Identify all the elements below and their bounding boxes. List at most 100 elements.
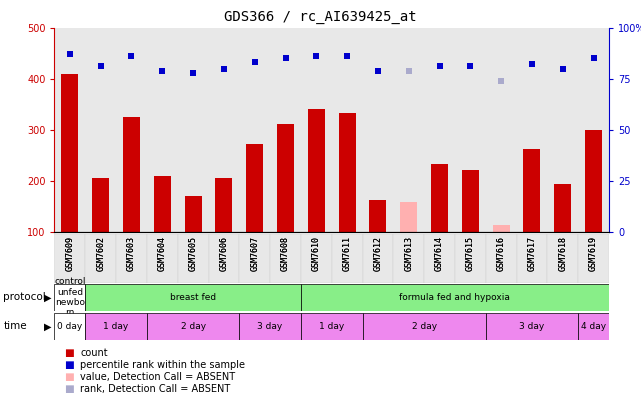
Text: GSM7613: GSM7613 bbox=[404, 236, 413, 271]
FancyBboxPatch shape bbox=[455, 234, 486, 283]
FancyBboxPatch shape bbox=[85, 234, 116, 283]
FancyBboxPatch shape bbox=[394, 234, 424, 283]
Bar bbox=[185, 196, 201, 232]
Text: GSM7604: GSM7604 bbox=[158, 236, 167, 271]
Text: GSM7617: GSM7617 bbox=[528, 236, 537, 271]
Bar bbox=[338, 113, 356, 232]
FancyBboxPatch shape bbox=[547, 28, 578, 232]
Bar bbox=[185, 196, 201, 232]
Text: GSM7603: GSM7603 bbox=[127, 236, 136, 271]
FancyBboxPatch shape bbox=[239, 234, 270, 283]
Text: control
unfed
newbo
rn: control unfed newbo rn bbox=[54, 277, 86, 318]
FancyBboxPatch shape bbox=[301, 28, 332, 232]
Text: 1 day: 1 day bbox=[103, 322, 129, 331]
FancyBboxPatch shape bbox=[424, 28, 455, 232]
Text: GSM7607: GSM7607 bbox=[250, 236, 259, 271]
FancyBboxPatch shape bbox=[270, 28, 301, 232]
Bar bbox=[62, 74, 78, 232]
Text: GSM7616: GSM7616 bbox=[497, 236, 506, 271]
Bar bbox=[215, 178, 233, 232]
Text: GSM7619: GSM7619 bbox=[589, 236, 598, 271]
Text: GSM7609: GSM7609 bbox=[65, 236, 74, 271]
Bar bbox=[493, 225, 510, 232]
Text: 3 day: 3 day bbox=[258, 322, 283, 331]
Bar bbox=[308, 109, 325, 232]
Bar bbox=[431, 164, 448, 232]
Bar bbox=[554, 184, 571, 232]
Bar bbox=[524, 149, 540, 232]
FancyBboxPatch shape bbox=[116, 234, 147, 283]
Text: 4 day: 4 day bbox=[581, 322, 606, 331]
FancyBboxPatch shape bbox=[178, 234, 208, 283]
Bar bbox=[338, 113, 356, 232]
Text: GSM7602: GSM7602 bbox=[96, 236, 105, 271]
Text: GSM7618: GSM7618 bbox=[558, 236, 567, 271]
Text: 2 day: 2 day bbox=[181, 322, 206, 331]
FancyBboxPatch shape bbox=[578, 28, 609, 232]
FancyBboxPatch shape bbox=[363, 28, 394, 232]
Text: ■: ■ bbox=[64, 348, 74, 358]
Text: GSM7613: GSM7613 bbox=[404, 236, 413, 271]
FancyBboxPatch shape bbox=[578, 234, 609, 283]
FancyBboxPatch shape bbox=[486, 234, 517, 283]
Text: GSM7609: GSM7609 bbox=[65, 236, 74, 271]
Text: rank, Detection Call = ABSENT: rank, Detection Call = ABSENT bbox=[80, 384, 230, 394]
Text: GSM7614: GSM7614 bbox=[435, 236, 444, 271]
Text: ▶: ▶ bbox=[44, 292, 51, 303]
FancyBboxPatch shape bbox=[270, 234, 301, 283]
Bar bbox=[92, 178, 109, 232]
Text: time: time bbox=[3, 321, 27, 331]
Text: GSM7608: GSM7608 bbox=[281, 236, 290, 271]
Text: GSM7616: GSM7616 bbox=[497, 236, 506, 271]
Text: percentile rank within the sample: percentile rank within the sample bbox=[80, 360, 245, 370]
Text: GSM7611: GSM7611 bbox=[343, 236, 352, 271]
Text: formula fed and hypoxia: formula fed and hypoxia bbox=[399, 293, 510, 302]
Text: ▶: ▶ bbox=[44, 321, 51, 331]
Bar bbox=[462, 170, 479, 232]
Text: GSM7614: GSM7614 bbox=[435, 236, 444, 271]
Text: GSM7617: GSM7617 bbox=[528, 236, 537, 271]
Bar bbox=[369, 200, 387, 232]
Text: breast fed: breast fed bbox=[170, 293, 216, 302]
FancyBboxPatch shape bbox=[85, 28, 116, 232]
FancyBboxPatch shape bbox=[517, 28, 547, 232]
Text: GSM7619: GSM7619 bbox=[589, 236, 598, 271]
Text: GSM7611: GSM7611 bbox=[343, 236, 352, 271]
FancyBboxPatch shape bbox=[363, 313, 486, 340]
FancyBboxPatch shape bbox=[54, 234, 85, 283]
FancyBboxPatch shape bbox=[85, 313, 147, 340]
FancyBboxPatch shape bbox=[54, 284, 85, 311]
Text: GSM7618: GSM7618 bbox=[558, 236, 567, 271]
FancyBboxPatch shape bbox=[54, 28, 85, 232]
FancyBboxPatch shape bbox=[208, 28, 239, 232]
Bar bbox=[215, 178, 233, 232]
Bar bbox=[524, 149, 540, 232]
FancyBboxPatch shape bbox=[547, 234, 578, 283]
Bar bbox=[585, 130, 602, 232]
Bar bbox=[400, 202, 417, 232]
FancyBboxPatch shape bbox=[301, 284, 609, 311]
FancyBboxPatch shape bbox=[578, 313, 609, 340]
FancyBboxPatch shape bbox=[394, 28, 424, 232]
Bar bbox=[92, 178, 109, 232]
FancyBboxPatch shape bbox=[517, 234, 547, 283]
FancyBboxPatch shape bbox=[486, 28, 517, 232]
Bar bbox=[62, 74, 78, 232]
Bar bbox=[400, 202, 417, 232]
FancyBboxPatch shape bbox=[455, 28, 486, 232]
Text: GSM7610: GSM7610 bbox=[312, 236, 320, 271]
Bar bbox=[154, 175, 171, 232]
Text: value, Detection Call = ABSENT: value, Detection Call = ABSENT bbox=[80, 372, 235, 382]
Text: GSM7606: GSM7606 bbox=[219, 236, 228, 271]
Bar bbox=[277, 124, 294, 232]
FancyBboxPatch shape bbox=[147, 313, 239, 340]
Text: 3 day: 3 day bbox=[519, 322, 545, 331]
Bar bbox=[246, 144, 263, 232]
FancyBboxPatch shape bbox=[178, 28, 208, 232]
Bar bbox=[462, 170, 479, 232]
Text: GSM7608: GSM7608 bbox=[281, 236, 290, 271]
FancyBboxPatch shape bbox=[85, 284, 301, 311]
Text: GSM7605: GSM7605 bbox=[188, 236, 197, 271]
Text: protocol: protocol bbox=[3, 292, 46, 303]
Text: GSM7615: GSM7615 bbox=[466, 236, 475, 271]
